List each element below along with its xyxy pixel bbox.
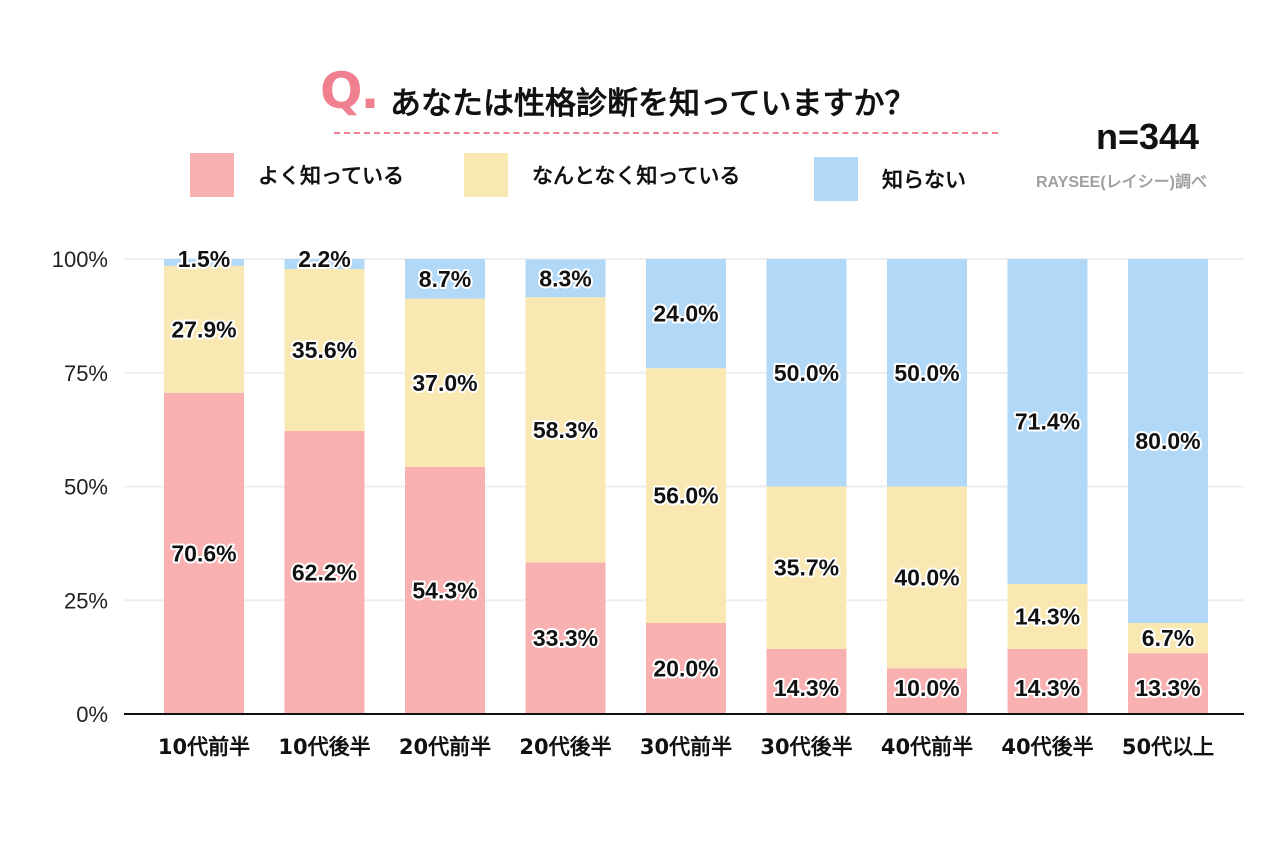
bar-segment <box>766 259 847 487</box>
x-tick-label: 10代後半 <box>278 735 370 759</box>
source-credit: RAYSEE(レイシー)調べ <box>1036 174 1207 191</box>
bar-segment <box>1007 583 1088 649</box>
y-tick-label: 100% <box>52 247 108 272</box>
bar-segment <box>164 259 244 266</box>
title-dashed-rule <box>334 132 998 134</box>
data-label: 14.3% <box>1015 603 1080 629</box>
bar-segment <box>887 668 967 714</box>
data-label: 33.3% <box>533 625 598 651</box>
data-label: 8.7% <box>419 266 471 292</box>
data-label: 27.9% <box>171 316 236 342</box>
data-label: 1.5% <box>178 246 230 272</box>
data-label: 80.0% <box>1135 428 1200 454</box>
data-label: 35.7% <box>774 555 839 581</box>
data-label: 56.0% <box>653 483 718 509</box>
data-label: 6.7% <box>1142 625 1194 651</box>
data-label: 35.6% <box>292 337 357 363</box>
sample-size: n=344 <box>1096 116 1200 157</box>
bar-segment <box>405 466 485 714</box>
data-label: 58.3% <box>533 417 598 443</box>
y-tick-label: 0% <box>76 702 108 727</box>
x-tick-label: 40代後半 <box>1001 735 1093 759</box>
data-label: 71.4% <box>1015 408 1080 434</box>
data-label: 50.0% <box>894 360 959 386</box>
x-tick-label: 50代以上 <box>1122 735 1214 759</box>
legend-item-unknown: 知らない <box>814 157 966 201</box>
legend-label-unknown: 知らない <box>882 168 966 192</box>
x-tick-label: 30代後半 <box>760 735 852 759</box>
q-mark: Q. <box>320 62 379 120</box>
question-text: あなたは性格診断を知っていますか？ <box>390 86 916 122</box>
legend-label-somewhat-known: なんとなく知っている <box>532 164 741 188</box>
x-tick-label: 20代後半 <box>519 735 611 759</box>
data-label: 70.6% <box>171 540 236 566</box>
bar-segment <box>1007 259 1088 584</box>
data-label: 8.3% <box>539 265 591 291</box>
bar-segment <box>887 486 967 669</box>
bar-segment <box>646 368 726 623</box>
data-label: 2.2% <box>298 246 350 272</box>
y-tick-label: 75% <box>64 361 108 386</box>
data-label: 14.3% <box>1015 675 1080 701</box>
bar-segment <box>525 259 606 298</box>
data-label: 62.2% <box>292 559 357 585</box>
bar-segment <box>164 392 244 714</box>
data-label: 13.3% <box>1135 675 1200 701</box>
legend-item-somewhat-known: なんとなく知っている <box>464 153 740 197</box>
bar-segment <box>1007 648 1088 714</box>
data-label: 10.0% <box>894 675 959 701</box>
data-label: 20.0% <box>653 656 718 682</box>
x-tick-label: 40代前半 <box>881 735 973 759</box>
question-title: Q. あなたは性格診断を知っていますか？ <box>320 60 1000 140</box>
legend-swatch-unknown <box>814 157 858 201</box>
bar-segment <box>284 269 365 431</box>
bar-segment <box>284 430 365 714</box>
x-tick-label: 20代前半 <box>399 735 491 759</box>
legend-swatch-somewhat-known <box>464 153 508 197</box>
legend-item-well-known: よく知っている <box>190 153 404 197</box>
bar-segment <box>1128 259 1208 623</box>
bar-segment <box>1128 653 1208 714</box>
bar-segment <box>525 562 606 714</box>
x-tick-label: 30代前半 <box>640 735 732 759</box>
bar-segment <box>284 259 365 270</box>
x-tick-label: 10代前半 <box>158 735 250 759</box>
data-label: 40.0% <box>894 565 959 591</box>
data-label: 50.0% <box>774 360 839 386</box>
data-label: 54.3% <box>412 577 477 603</box>
legend-label-well-known: よく知っている <box>258 164 404 188</box>
bar-segment <box>1128 623 1208 654</box>
bar-segment <box>766 648 847 714</box>
bar-segment <box>646 259 726 369</box>
bar-segment <box>525 297 606 563</box>
bar-segment <box>405 259 485 299</box>
y-tick-label: 50% <box>64 475 108 500</box>
bar-segment <box>646 623 726 714</box>
legend-swatch-well-known <box>190 153 234 197</box>
data-label: 14.3% <box>774 675 839 701</box>
bar-segment <box>887 259 967 487</box>
bar-segment <box>405 298 485 467</box>
bar-segment <box>164 265 244 393</box>
y-tick-label: 25% <box>64 588 108 613</box>
bar-segment <box>766 486 847 649</box>
data-label: 37.0% <box>412 370 477 396</box>
data-label: 24.0% <box>653 301 718 327</box>
